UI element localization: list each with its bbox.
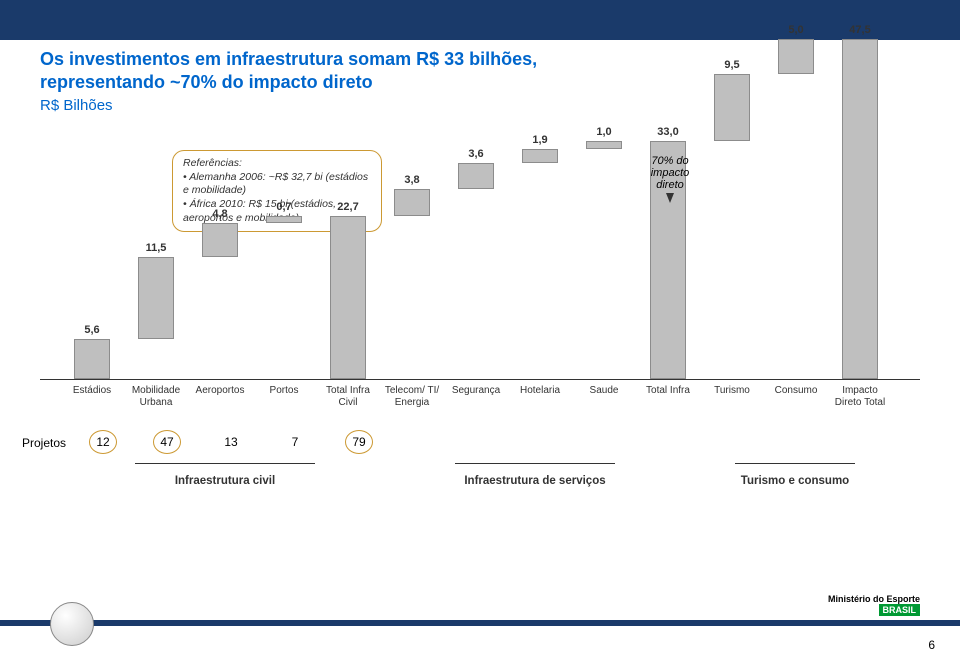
footer-bar <box>0 620 960 626</box>
subtitle: R$ Bilhões <box>40 97 920 114</box>
bar-label-10: 9,5 <box>712 59 752 71</box>
category-11: Consumo <box>766 385 826 397</box>
arrow-down-icon <box>666 193 674 203</box>
bar-0 <box>74 339 110 379</box>
category-5: Telecom/ TI/ Energia <box>378 385 446 409</box>
soccer-ball-icon <box>50 602 94 646</box>
project-count-1: 47 <box>150 435 184 449</box>
page-title-line2: representando ~70% do impacto direto <box>40 71 920 94</box>
bar-2 <box>202 223 238 257</box>
bar-label-3: 0,7 <box>264 201 304 213</box>
category-4: Total Infra Civil <box>316 385 380 409</box>
category-3: Portos <box>256 385 312 397</box>
category-10: Turismo <box>704 385 760 397</box>
bar-label-4: 22,7 <box>328 201 368 213</box>
bar-label-1: 11,5 <box>136 242 176 254</box>
project-count-0: 12 <box>86 435 120 449</box>
header-bar <box>0 0 960 40</box>
bar-1 <box>138 257 174 339</box>
bar-12 <box>842 39 878 379</box>
category-0: Estádios <box>64 385 120 397</box>
bar-7 <box>522 149 558 163</box>
category-7: Hotelaria <box>510 385 570 397</box>
group-label-0: Infraestrutura civil <box>115 475 335 487</box>
bar-label-9: 33,0 <box>648 126 688 138</box>
projects-label: Projetos <box>22 436 66 450</box>
bar-label-11: 5,0 <box>776 24 816 36</box>
group-label-2: Turismo e consumo <box>715 475 875 487</box>
bar-3 <box>266 216 302 223</box>
group-arrow-2 <box>735 463 855 464</box>
page-number: 6 <box>928 638 935 652</box>
waterfall-chart: 5,611,54,80,722,73,83,61,91,033,09,55,04… <box>40 140 920 380</box>
category-9: Total Infra <box>636 385 700 397</box>
bar-8 <box>586 141 622 149</box>
impact-callout: 70% do impacto direto <box>640 155 700 203</box>
category-12: Impacto Direto Total <box>828 385 892 409</box>
group-arrow-1 <box>455 463 615 464</box>
category-2: Aeroportos <box>188 385 252 397</box>
category-1: Mobilidade Urbana <box>124 385 188 409</box>
group-arrow-0 <box>135 463 315 464</box>
bar-label-0: 5,6 <box>72 324 112 336</box>
project-count-2: 13 <box>214 435 248 449</box>
category-6: Segurança <box>446 385 506 397</box>
bar-label-7: 1,9 <box>520 134 560 146</box>
bar-6 <box>458 163 494 189</box>
bar-label-5: 3,8 <box>392 174 432 186</box>
project-count-3: 7 <box>278 435 312 449</box>
footer-logo: Ministério do Esporte BRASIL <box>828 594 920 616</box>
bar-label-12: 47,5 <box>840 24 880 36</box>
bar-label-2: 4,8 <box>200 208 240 220</box>
group-label-1: Infraestrutura de serviços <box>435 475 635 487</box>
bar-5 <box>394 189 430 216</box>
bar-11 <box>778 39 814 74</box>
category-8: Saude <box>576 385 632 397</box>
bar-label-6: 3,6 <box>456 148 496 160</box>
bar-4 <box>330 216 366 379</box>
bar-label-8: 1,0 <box>584 126 624 138</box>
bar-10 <box>714 74 750 141</box>
project-count-4: 79 <box>342 435 376 449</box>
title-area: Os investimentos em infraestrutura somam… <box>0 40 960 118</box>
